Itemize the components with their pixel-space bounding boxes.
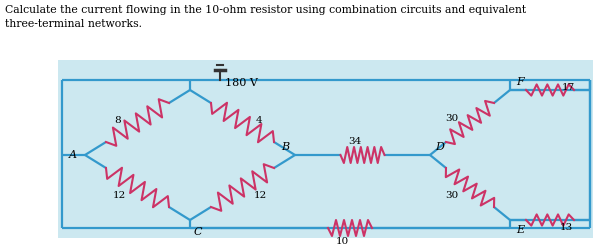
Text: D: D: [435, 142, 444, 152]
Text: B: B: [281, 142, 289, 152]
Text: 12: 12: [113, 191, 126, 200]
Text: 180 V: 180 V: [225, 78, 258, 88]
Text: Calculate the current flowing in the 10-ohm resistor using combination circuits : Calculate the current flowing in the 10-…: [5, 5, 526, 15]
Text: 4: 4: [255, 116, 262, 125]
Text: 30: 30: [446, 114, 458, 123]
Text: 12: 12: [254, 191, 267, 200]
Text: 34: 34: [348, 137, 361, 145]
Text: E: E: [516, 225, 524, 235]
Text: A: A: [69, 150, 77, 160]
Text: 30: 30: [446, 191, 458, 200]
Text: C: C: [194, 227, 202, 237]
Text: 10: 10: [336, 237, 348, 246]
Text: 13: 13: [559, 224, 573, 232]
Text: three-terminal networks.: three-terminal networks.: [5, 19, 142, 29]
Text: F: F: [516, 77, 524, 87]
Text: 17: 17: [561, 83, 575, 92]
Bar: [58, 60, 593, 238]
Text: 8: 8: [114, 116, 121, 125]
